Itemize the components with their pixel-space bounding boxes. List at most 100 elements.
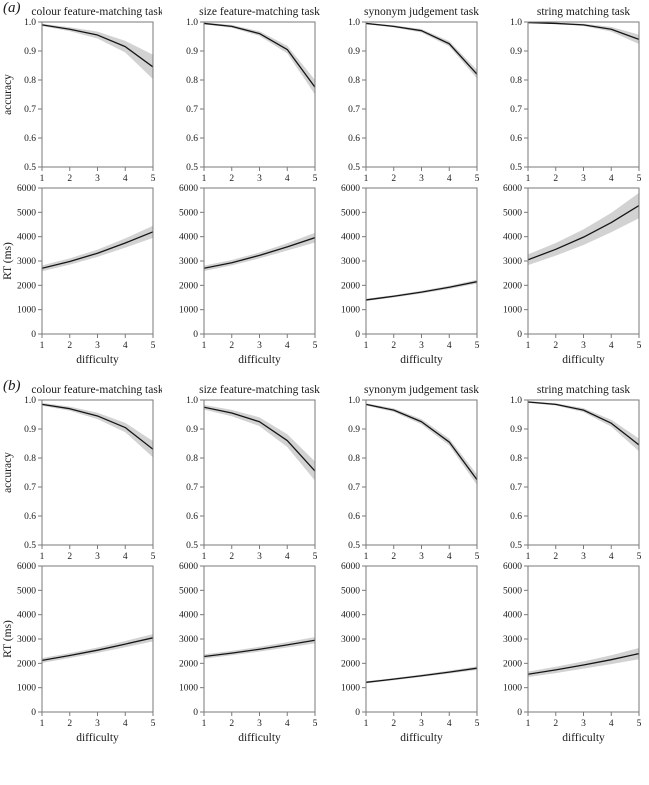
plot-frame [203,187,316,335]
y-tick-label: 1.0 [24,396,36,406]
y-tick-label: 0.7 [24,483,36,493]
y-tick-label: 6000 [17,562,36,572]
x-tick-label: 4 [123,719,128,729]
plot-frame [365,21,478,168]
x-tick-label: 1 [202,174,207,182]
x-tick-label: 2 [391,719,396,729]
y-tick-label: 0.8 [24,76,36,86]
y-tick-label: 0.9 [24,425,36,435]
mean-line [528,22,639,41]
y-tick-label: 0.6 [510,134,522,144]
y-tick-label: 3000 [17,257,36,267]
x-tick-label: 5 [637,552,642,560]
mean-line [204,237,315,269]
panel-label: (b) [3,378,21,394]
task-column-2: synonym judgement task 0.5 0.6 0.7 0.8 0.9 1.0… [324,4,486,368]
task-column-0: colour feature-matching task 0.5 0.6 0.7 0.8… [0,4,162,368]
rt-plot-1-3: 0 1000 2000 3000 4000 5000 6000 1 2 3 4 5 difficulty [503,562,642,744]
mean-line [366,403,477,481]
y-tick-label: 1000 [341,684,360,694]
plot-frame [527,565,640,713]
confidence-band [366,403,477,485]
y-tick-label: 0.8 [510,76,522,86]
y-tick-label: 5000 [341,208,360,218]
confidence-band [528,401,639,452]
y-tick-label: 1.0 [348,18,360,28]
x-tick-label: 5 [637,341,642,351]
y-tick-label: 1000 [503,306,522,316]
y-tick-label: 0 [31,330,36,340]
plot-frame [41,187,154,335]
y-tick-label: 0 [193,330,198,340]
y-tick-label: 5000 [17,586,36,596]
y-tick-label: 0.7 [510,483,522,493]
accuracy-plot-1-0: colour feature-matching task 0.5 0.6 0.7 0.8… [2,384,162,560]
y-tick-label: 5000 [503,208,522,218]
plot-frame [41,21,154,168]
y-tick-label: 5000 [17,208,36,218]
task-column-0: colour feature-matching task 0.5 0.6 0.7 0.8… [0,382,162,746]
x-axis-label: difficulty [238,732,281,744]
x-tick-label: 5 [151,341,156,351]
y-tick-label: 0.9 [24,47,36,57]
mean-line [204,22,315,88]
y-tick-label: 6000 [341,562,360,572]
task-column-3: string matching task 0.5 0.6 0.7 0.8 0.9 1.0 1 2… [486,4,648,368]
x-tick-label: 5 [637,174,642,182]
y-tick-label: 0.6 [24,512,36,522]
x-tick-label: 3 [257,341,262,351]
plot-title: synonym judgement task [364,6,479,18]
rt-plot-0-1: 0 1000 2000 3000 4000 5000 6000 1 2 3 4 5 difficulty [179,184,318,366]
x-tick-label: 4 [447,341,452,351]
confidence-band [528,192,639,266]
task-column-1: size feature-matching task 0.5 0.6 0.7 0.8 0.… [162,4,324,368]
x-tick-label: 2 [391,341,396,351]
y-tick-label: 0.5 [510,541,522,551]
rt-plot-0-3: 0 1000 2000 3000 4000 5000 6000 1 2 3 4 5 difficulty [503,184,642,366]
x-tick-label: 1 [364,174,369,182]
y-tick-label: 0 [355,330,360,340]
y-tick-label: 6000 [179,562,198,572]
y-tick-label: 1.0 [348,396,360,406]
x-tick-label: 1 [202,552,207,560]
x-tick-label: 4 [123,174,128,182]
x-tick-label: 5 [151,174,156,182]
plot-frame [365,187,478,335]
x-tick-label: 2 [553,174,558,182]
y-axis-label: accuracy [2,74,14,115]
x-tick-label: 5 [475,552,480,560]
x-tick-label: 4 [285,341,290,351]
plot-title: size feature-matching task [199,6,320,18]
x-tick-label: 2 [67,552,72,560]
x-tick-label: 3 [581,719,586,729]
mean-line [528,652,639,675]
x-tick-label: 1 [364,719,369,729]
x-tick-label: 1 [526,719,531,729]
y-tick-label: 0.5 [348,163,360,173]
x-tick-label: 4 [285,174,290,182]
y-tick-label: 1000 [341,306,360,316]
accuracy-plot-0-2: synonym judgement task 0.5 0.6 0.7 0.8 0.9 1.0… [348,6,480,182]
plot-title: size feature-matching task [199,384,320,396]
plot-frame [41,399,154,546]
y-tick-label: 3000 [503,635,522,645]
x-tick-label: 5 [637,719,642,729]
y-tick-label: 2000 [179,281,198,291]
y-tick-label: 3000 [17,635,36,645]
x-tick-label: 5 [313,341,318,351]
x-tick-label: 2 [391,552,396,560]
y-tick-label: 1000 [17,306,36,316]
mean-line [366,667,477,683]
mean-line [42,231,153,269]
x-tick-label: 3 [419,719,424,729]
accuracy-plot-0-3: string matching task 0.5 0.6 0.7 0.8 0.9 1.0 1 2… [510,6,642,182]
panel-label: (a) [3,0,21,16]
x-tick-label: 4 [447,174,452,182]
y-tick-label: 0.6 [348,512,360,522]
plot-title: string matching task [537,384,631,396]
y-tick-label: 0.6 [348,134,360,144]
plot-title: colour feature-matching task [31,384,162,396]
y-tick-label: 0 [193,708,198,718]
y-tick-label: 0.7 [510,105,522,115]
x-tick-label: 1 [40,552,45,560]
